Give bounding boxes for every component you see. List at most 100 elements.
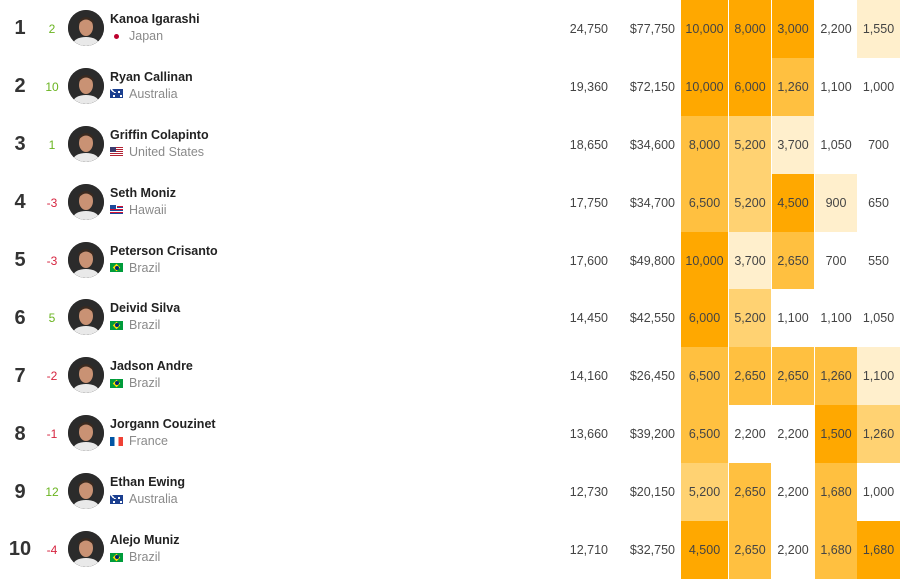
athlete-country: Brazil xyxy=(110,261,160,275)
athlete-name[interactable]: Seth Moniz xyxy=(110,185,176,200)
table-row[interactable]: 9 12 Ethan Ewing Australia 12,730 $20,15… xyxy=(0,463,900,522)
athlete-country: France xyxy=(110,434,168,448)
country-name: Brazil xyxy=(129,318,161,333)
table-row[interactable]: 1 2 Kanoa Igarashi Japan 24,750 $77,750 … xyxy=(0,0,900,58)
athlete-name[interactable]: Jadson Andre xyxy=(110,359,193,374)
athlete-avatar[interactable] xyxy=(68,183,104,220)
athlete-avatar[interactable] xyxy=(68,531,104,568)
rank-number: 8 xyxy=(14,422,26,445)
total-points: 13,660 xyxy=(569,427,608,442)
athlete-country: Brazil xyxy=(110,550,160,564)
brazil-flag-icon xyxy=(110,552,123,562)
athlete-country: Australia xyxy=(110,492,178,506)
prize-money: $39,200 xyxy=(629,427,675,442)
event-result-cell: 2,200 xyxy=(772,463,814,522)
event-result-cell: 1,680 xyxy=(815,463,857,522)
rank-change: -2 xyxy=(46,369,58,384)
event-result-cell: 1,260 xyxy=(772,57,814,116)
athlete-name[interactable]: Deivid Silva xyxy=(110,301,181,316)
athlete-name[interactable]: Peterson Crisanto xyxy=(110,243,218,258)
total-points: 14,450 xyxy=(569,311,608,326)
rank-change: -1 xyxy=(46,427,58,442)
event-result-cell: 6,000 xyxy=(681,289,728,348)
table-row[interactable]: 4 -3 Seth Moniz Hawaii 17,750 $34,700 6,… xyxy=(0,173,900,232)
athlete-country: Japan xyxy=(110,29,163,43)
table-row[interactable]: 3 1 Griffin Colapinto United States 18,6… xyxy=(0,115,900,174)
athlete-avatar[interactable] xyxy=(68,241,104,278)
event-result-cell: 550 xyxy=(857,231,900,290)
prize-money: $26,450 xyxy=(629,369,675,384)
rank-number: 4 xyxy=(14,191,26,214)
country-name: Brazil xyxy=(129,550,161,565)
rank-number: 9 xyxy=(14,480,26,503)
athlete-country: Brazil xyxy=(110,318,160,332)
brazil-flag-icon xyxy=(110,263,123,273)
event-result-cell: 650 xyxy=(857,173,900,232)
athlete-country: United States xyxy=(110,145,204,159)
total-points: 14,160 xyxy=(569,369,608,384)
table-row[interactable]: 7 -2 Jadson Andre Brazil 14,160 $26,450 … xyxy=(0,347,900,406)
rank-number: 7 xyxy=(14,364,26,387)
athlete-name[interactable]: Kanoa Igarashi xyxy=(110,12,200,26)
athlete-name[interactable]: Ryan Callinan xyxy=(110,69,193,84)
event-result-cell: 5,200 xyxy=(729,173,771,232)
table-row[interactable]: 8 -1 Jorgann Couzinet France 13,660 $39,… xyxy=(0,405,900,464)
event-result-cell: 3,000 xyxy=(772,0,814,58)
athlete-avatar[interactable] xyxy=(68,67,104,104)
table-row[interactable]: 10 -4 Alejo Muniz Brazil 12,710 $32,750 … xyxy=(0,521,900,579)
event-result-cell: 6,500 xyxy=(681,405,728,464)
table-row[interactable]: 2 10 Ryan Callinan Australia 19,360 $72,… xyxy=(0,57,900,116)
brazil-flag-icon xyxy=(110,378,123,388)
athlete-name[interactable]: Alejo Muniz xyxy=(110,533,180,548)
prize-money: $32,750 xyxy=(629,542,675,557)
event-result-cell: 3,700 xyxy=(729,231,771,290)
event-result-cell: 10,000 xyxy=(681,231,728,290)
event-result-cell: 4,500 xyxy=(772,173,814,232)
event-result-cell: 2,200 xyxy=(815,0,857,58)
athlete-avatar[interactable] xyxy=(68,473,104,510)
rank-change: 5 xyxy=(48,311,56,326)
prize-money: $34,700 xyxy=(629,195,675,210)
country-name: Hawaii xyxy=(129,202,167,217)
athlete-name[interactable]: Jorgann Couzinet xyxy=(110,417,216,432)
rank-change: 2 xyxy=(48,21,56,36)
country-name: United States xyxy=(129,144,205,159)
athlete-avatar[interactable] xyxy=(68,10,104,46)
rank-change: 1 xyxy=(48,137,56,152)
prize-money: $34,600 xyxy=(629,137,675,152)
event-result-cell: 2,650 xyxy=(772,231,814,290)
rank-number: 6 xyxy=(14,306,26,329)
event-result-cell: 2,200 xyxy=(772,405,814,464)
event-result-cell: 5,200 xyxy=(681,463,728,522)
event-result-cell: 1,100 xyxy=(815,289,857,348)
athlete-name[interactable]: Ethan Ewing xyxy=(110,475,185,490)
athlete-avatar[interactable] xyxy=(68,357,104,394)
event-result-cell: 1,050 xyxy=(815,115,857,174)
event-result-cell: 2,650 xyxy=(729,463,771,522)
event-result-cell: 6,500 xyxy=(681,173,728,232)
event-result-cell: 5,200 xyxy=(729,115,771,174)
event-result-cell: 900 xyxy=(815,173,857,232)
total-points: 12,730 xyxy=(569,485,608,500)
total-points: 17,600 xyxy=(569,253,608,268)
event-result-cell: 2,650 xyxy=(729,521,771,579)
table-row[interactable]: 6 5 Deivid Silva Brazil 14,450 $42,550 6… xyxy=(0,289,900,348)
athlete-avatar[interactable] xyxy=(68,125,104,162)
event-result-cell: 6,500 xyxy=(681,347,728,406)
event-result-cell: 1,000 xyxy=(857,463,900,522)
total-points: 17,750 xyxy=(569,195,608,210)
rank-number: 1 xyxy=(14,17,26,40)
athlete-avatar[interactable] xyxy=(68,299,104,336)
usa-flag-icon xyxy=(110,147,123,157)
hawaii-flag-icon xyxy=(110,205,123,215)
table-row[interactable]: 5 -3 Peterson Crisanto Brazil 17,600 $49… xyxy=(0,231,900,290)
athlete-name[interactable]: Griffin Colapinto xyxy=(110,127,209,142)
country-name: Japan xyxy=(129,29,164,43)
total-points: 19,360 xyxy=(569,79,608,94)
event-result-cell: 8,000 xyxy=(729,0,771,58)
event-result-cell: 1,100 xyxy=(857,347,900,406)
japan-flag-icon xyxy=(110,31,123,41)
athlete-avatar[interactable] xyxy=(68,415,104,452)
australia-flag-icon xyxy=(110,89,123,99)
